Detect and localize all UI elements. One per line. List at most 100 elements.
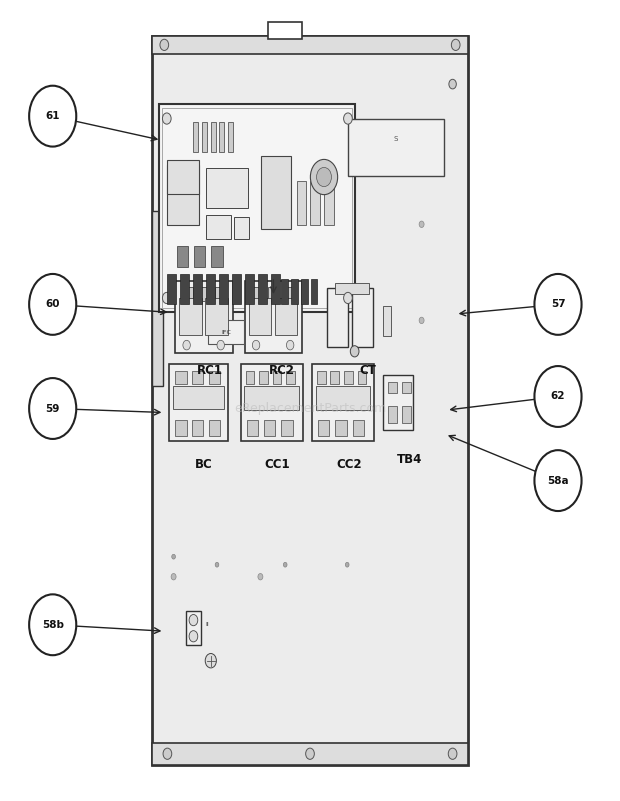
Bar bbox=[209, 371, 220, 384]
Circle shape bbox=[419, 221, 424, 227]
Circle shape bbox=[534, 366, 582, 427]
Circle shape bbox=[29, 594, 76, 655]
Text: RC2: RC2 bbox=[269, 364, 295, 376]
Bar bbox=[402, 405, 411, 423]
Circle shape bbox=[343, 113, 352, 124]
Bar bbox=[291, 279, 298, 304]
Bar bbox=[388, 381, 397, 392]
Bar bbox=[285, 287, 296, 301]
Bar bbox=[179, 298, 202, 336]
Circle shape bbox=[163, 748, 172, 759]
Circle shape bbox=[449, 79, 456, 89]
Bar bbox=[316, 386, 370, 410]
Bar bbox=[205, 298, 228, 336]
Text: 58b: 58b bbox=[42, 620, 64, 630]
Bar bbox=[317, 371, 326, 384]
Bar bbox=[281, 420, 293, 436]
Bar bbox=[162, 108, 352, 308]
Bar bbox=[234, 217, 249, 239]
Bar bbox=[152, 36, 468, 54]
Circle shape bbox=[171, 574, 176, 580]
Bar bbox=[271, 274, 280, 304]
Bar bbox=[152, 743, 468, 765]
Text: 57: 57 bbox=[551, 300, 565, 309]
Bar bbox=[198, 287, 210, 301]
Circle shape bbox=[308, 221, 312, 227]
Circle shape bbox=[343, 292, 352, 304]
Bar bbox=[383, 306, 391, 336]
Bar bbox=[273, 371, 281, 384]
Circle shape bbox=[311, 159, 338, 195]
Circle shape bbox=[160, 39, 169, 50]
Circle shape bbox=[419, 133, 424, 139]
Text: CC2: CC2 bbox=[336, 458, 362, 471]
Circle shape bbox=[205, 654, 216, 668]
Circle shape bbox=[419, 317, 424, 324]
Bar bbox=[193, 274, 202, 304]
Circle shape bbox=[350, 346, 359, 357]
Bar bbox=[245, 281, 302, 353]
Bar bbox=[301, 279, 308, 304]
Bar bbox=[193, 122, 198, 152]
Bar bbox=[211, 246, 223, 267]
Bar bbox=[182, 287, 193, 301]
Text: BC: BC bbox=[195, 458, 212, 471]
Text: CC1: CC1 bbox=[264, 458, 290, 471]
Circle shape bbox=[534, 274, 582, 335]
Text: 62: 62 bbox=[551, 392, 565, 401]
Circle shape bbox=[29, 86, 76, 147]
Bar bbox=[264, 420, 275, 436]
Bar bbox=[247, 420, 258, 436]
Circle shape bbox=[196, 221, 201, 227]
Bar bbox=[348, 119, 445, 176]
Bar bbox=[228, 122, 233, 152]
Text: RC1: RC1 bbox=[197, 364, 223, 376]
Circle shape bbox=[451, 39, 460, 50]
Circle shape bbox=[189, 614, 198, 626]
Circle shape bbox=[534, 450, 582, 511]
Bar bbox=[192, 371, 203, 384]
Bar bbox=[209, 420, 220, 436]
Bar bbox=[202, 122, 207, 152]
Text: 60: 60 bbox=[45, 300, 60, 309]
Bar bbox=[152, 36, 468, 765]
Circle shape bbox=[217, 340, 224, 350]
Circle shape bbox=[283, 562, 287, 567]
Circle shape bbox=[183, 340, 190, 350]
Circle shape bbox=[306, 748, 314, 759]
Circle shape bbox=[172, 554, 175, 559]
Bar bbox=[324, 181, 334, 225]
Circle shape bbox=[317, 167, 332, 187]
Bar bbox=[152, 211, 163, 386]
Bar bbox=[310, 181, 320, 225]
Bar bbox=[335, 420, 347, 436]
Bar bbox=[167, 274, 176, 304]
Circle shape bbox=[286, 340, 294, 350]
Bar bbox=[335, 284, 368, 295]
Text: 61: 61 bbox=[45, 111, 60, 121]
Bar bbox=[241, 364, 303, 441]
Circle shape bbox=[258, 574, 263, 580]
Text: CT: CT bbox=[359, 364, 376, 376]
Bar bbox=[180, 274, 189, 304]
Text: IFC: IFC bbox=[221, 330, 231, 335]
Bar bbox=[232, 274, 241, 304]
Bar bbox=[261, 156, 291, 229]
Bar bbox=[219, 274, 228, 304]
Bar bbox=[167, 165, 199, 225]
Bar bbox=[215, 287, 226, 301]
Bar bbox=[192, 420, 203, 436]
Bar bbox=[244, 386, 299, 410]
Bar bbox=[312, 364, 374, 441]
Bar bbox=[402, 381, 411, 392]
Circle shape bbox=[196, 317, 201, 324]
Circle shape bbox=[162, 113, 171, 124]
Bar bbox=[206, 215, 231, 239]
Circle shape bbox=[345, 562, 349, 567]
Bar bbox=[245, 274, 254, 304]
Bar bbox=[175, 371, 187, 384]
Bar bbox=[259, 371, 268, 384]
Circle shape bbox=[162, 292, 171, 304]
Bar bbox=[388, 405, 397, 423]
Bar bbox=[173, 386, 224, 409]
